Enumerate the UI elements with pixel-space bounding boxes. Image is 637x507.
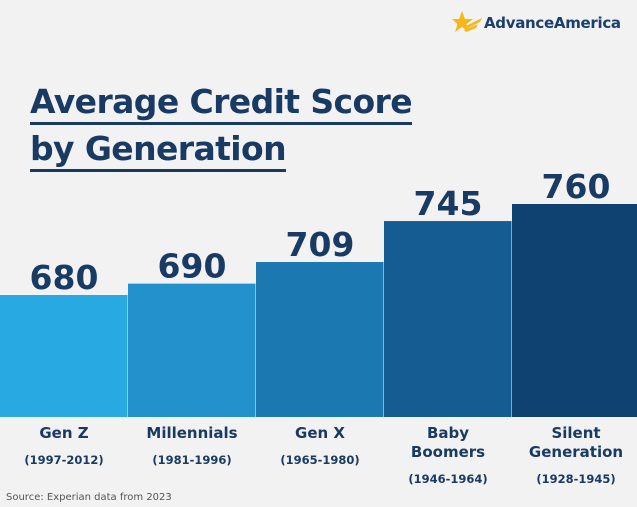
bar-gen-x: [256, 262, 384, 417]
birth-year-range: (1946-1964): [408, 472, 487, 486]
value-label: 760: [542, 167, 611, 206]
value-label: 745: [414, 184, 483, 223]
birth-year-range: (1997-2012): [24, 453, 103, 467]
category-label: Gen X: [295, 424, 345, 442]
value-label: 690: [158, 247, 227, 286]
advance-america-logo[interactable]: AdvanceAmerica: [452, 10, 637, 36]
category-label: Silent: [551, 424, 600, 442]
category-label: Gen Z: [39, 424, 88, 442]
category-label: Boomers: [411, 443, 485, 461]
category-label: Generation: [529, 443, 623, 461]
star-burst-icon: [452, 11, 482, 32]
birth-year-range: (1965-1980): [280, 453, 359, 467]
birth-year-range: (1928-1945): [536, 472, 615, 486]
title-line-2: by Generation: [30, 129, 287, 172]
category-label: Millennials: [146, 424, 237, 442]
chart-title: Average Credit Score by Generation: [30, 82, 413, 176]
category-label: Baby: [427, 424, 469, 442]
bar-gen-z: [0, 295, 128, 417]
title-line-1: Average Credit Score: [30, 82, 413, 125]
value-label: 709: [286, 225, 355, 264]
bar-chart: 680 Gen Z (1997-2012) 690 Millennials (1981-1…: [0, 167, 637, 486]
logo-text: AdvanceAmerica: [484, 14, 621, 32]
value-label: 680: [30, 258, 99, 297]
bar-silent-generation: [512, 204, 637, 417]
birth-year-range: (1981-1996): [152, 453, 231, 467]
source-note: Source: Experian data from 2023: [6, 492, 172, 503]
bar-baby-boomers: [384, 221, 512, 417]
bar-millennials: [128, 283, 256, 417]
